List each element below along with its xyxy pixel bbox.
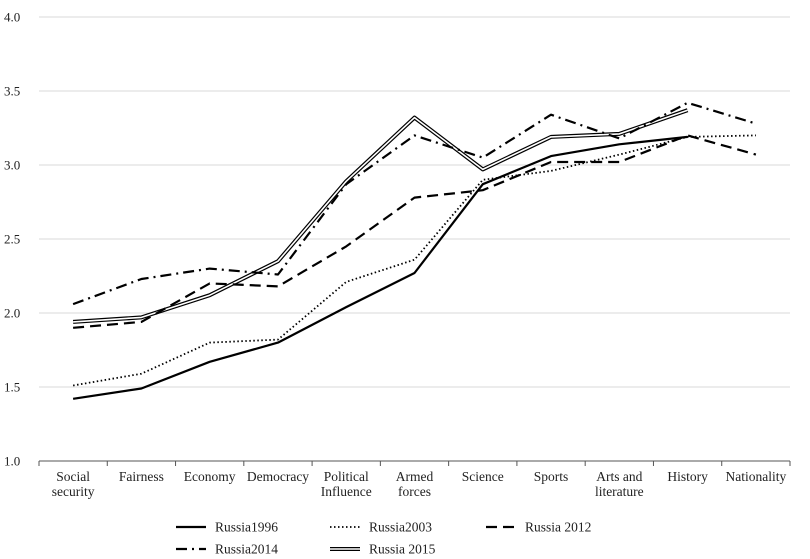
gridlines — [39, 16, 790, 462]
legend-label: Russia1996 — [215, 520, 278, 535]
y-tick-label: 3.0 — [4, 158, 20, 173]
x-tick-label: Democracy — [247, 469, 309, 484]
series-line-4-inner — [73, 109, 688, 323]
y-axis-ticks: 1.0 1.5 2.0 2.5 3.0 3.5 4.0 — [4, 10, 20, 469]
x-tick-label: Armed — [396, 469, 434, 484]
legend-label: Russia2014 — [215, 542, 278, 557]
y-tick-label: 2.5 — [4, 232, 20, 247]
x-tick-label: Political — [324, 469, 369, 484]
series-line-0 — [72, 135, 688, 400]
legend-label: Russia2003 — [369, 520, 432, 535]
legend: Russia1996 Russia2003 Russia 2012 Russia201… — [176, 520, 591, 557]
x-tick-label: Arts and — [596, 469, 642, 484]
x-tick-label: Social — [56, 469, 90, 484]
y-tick-label: 1.5 — [4, 380, 20, 395]
x-tick-label: literature — [595, 484, 644, 499]
y-tick-label: 4.0 — [4, 10, 20, 25]
x-tick-label: security — [52, 484, 95, 499]
x-tick-label: Influence — [321, 484, 372, 499]
y-tick-label: 3.5 — [4, 84, 20, 99]
series-line-3 — [72, 101, 757, 306]
x-tick-label: History — [667, 469, 708, 484]
series-lines — [72, 101, 757, 400]
x-tick-label: Science — [462, 469, 504, 484]
y-tick-label: 1.0 — [4, 454, 20, 469]
x-tick-label: Nationality — [725, 469, 786, 484]
x-tick-label: Sports — [534, 469, 569, 484]
x-tick-label: Economy — [184, 469, 236, 484]
x-tick-label: forces — [398, 484, 431, 499]
legend-label: Russia 2015 — [369, 542, 436, 557]
y-tick-label: 2.0 — [4, 306, 20, 321]
series-line-1 — [72, 134, 756, 387]
series-line-2 — [73, 134, 757, 329]
legend-label: Russia 2012 — [525, 520, 591, 535]
x-tick-label: Fairness — [119, 469, 164, 484]
